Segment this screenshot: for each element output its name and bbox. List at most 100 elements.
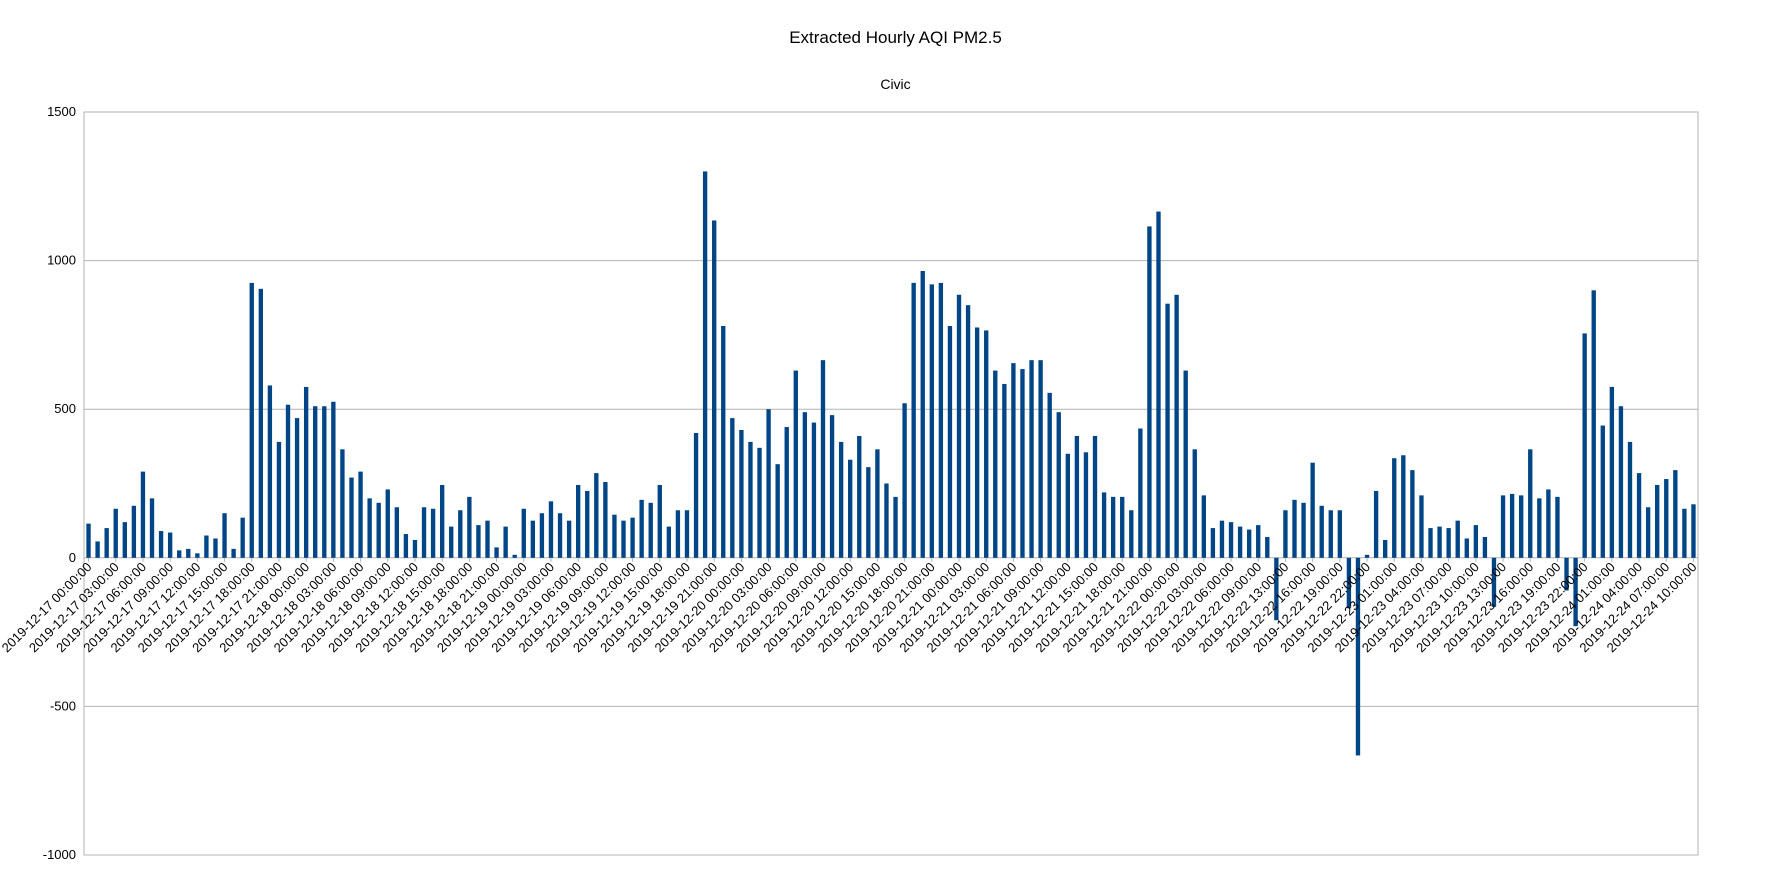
bar: [113, 508, 118, 558]
bar: [1627, 441, 1633, 558]
bar: [1256, 525, 1261, 558]
bar: [1192, 449, 1197, 558]
bar: [748, 441, 753, 558]
bar: [1047, 392, 1052, 558]
bar: [884, 483, 889, 558]
bar: [1428, 528, 1433, 558]
bar: [186, 548, 191, 558]
bar: [349, 477, 354, 558]
bar: [920, 271, 925, 558]
bar: [1682, 508, 1687, 558]
bar: [1437, 526, 1442, 558]
bar: [367, 498, 372, 558]
bar: [1664, 479, 1669, 558]
bar: [612, 514, 617, 558]
bar: [1573, 557, 1578, 627]
bar: [938, 282, 944, 558]
bar: [1382, 539, 1388, 558]
bar: [458, 510, 463, 558]
bar: [1609, 386, 1615, 558]
bar: [548, 501, 554, 558]
bar: [149, 498, 155, 558]
bar: [303, 386, 309, 558]
bar: [1056, 412, 1061, 558]
bar: [1292, 499, 1297, 558]
bar: [1120, 496, 1125, 558]
bar: [766, 409, 771, 558]
bar: [195, 553, 200, 558]
bar: [866, 467, 871, 558]
bar: [1011, 363, 1016, 558]
plot-frame: [83, 111, 1699, 856]
bar: [167, 532, 173, 558]
bar: [177, 550, 182, 558]
bar: [1455, 520, 1460, 558]
bar: [313, 406, 318, 558]
bar: [820, 360, 826, 558]
bar: [204, 535, 209, 558]
bar: [875, 449, 880, 558]
bar: [739, 430, 744, 558]
bar: [503, 526, 508, 558]
bar: [1446, 528, 1451, 558]
bar: [1337, 510, 1343, 558]
bar: [911, 282, 916, 558]
bar: [1473, 525, 1479, 558]
bar: [666, 526, 672, 558]
bar: [331, 401, 336, 558]
bar: [1065, 453, 1070, 558]
bar: [730, 418, 735, 558]
bar: [394, 507, 400, 558]
bar: [1237, 526, 1243, 558]
bar: [784, 427, 789, 558]
bar: [267, 385, 273, 558]
bar: [158, 531, 164, 558]
bar: [829, 415, 835, 558]
bar: [639, 499, 644, 558]
bar: [675, 510, 681, 558]
bar: [1482, 536, 1488, 558]
bar: [213, 538, 218, 558]
bar: [657, 484, 662, 558]
bar: [1373, 490, 1379, 558]
bar: [603, 482, 608, 558]
bar: [1083, 452, 1089, 558]
bar: [1219, 520, 1225, 558]
bar: [811, 422, 817, 558]
bar: [1691, 504, 1696, 558]
bar: [585, 490, 590, 558]
bar: [965, 305, 971, 558]
bar: [775, 464, 780, 558]
bar: [1328, 510, 1333, 558]
bar: [1537, 498, 1542, 558]
bar: [322, 406, 327, 558]
y-tick-label: 1000: [47, 253, 76, 268]
bar: [566, 520, 572, 558]
bar: [1138, 428, 1143, 558]
bar: [1364, 554, 1370, 558]
bar: [702, 171, 708, 558]
bar: [1410, 470, 1415, 558]
bar: [1246, 529, 1252, 558]
bar: [131, 505, 137, 558]
bar: [984, 330, 989, 558]
bar: [1301, 502, 1306, 558]
bar: [294, 418, 300, 558]
chart-subtitle: Civic: [880, 76, 911, 92]
bar: [1319, 505, 1324, 558]
bar: [1183, 370, 1188, 558]
bar: [340, 449, 345, 558]
chart-title: Extracted Hourly AQI PM2.5: [789, 28, 1002, 47]
bar: [1673, 470, 1678, 558]
bar: [838, 441, 844, 558]
bar: [902, 403, 907, 558]
bar: [240, 517, 245, 558]
bar: [893, 496, 898, 558]
bar: [1555, 496, 1560, 558]
bar: [993, 370, 998, 558]
bar: [721, 325, 726, 558]
bar: [1564, 557, 1569, 591]
bar: [594, 473, 599, 558]
bar: [476, 525, 481, 558]
